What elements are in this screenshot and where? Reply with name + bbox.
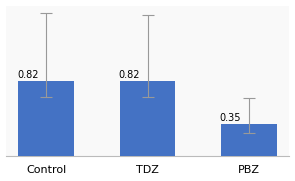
Text: 0.35: 0.35 <box>220 113 241 123</box>
Text: 0.82: 0.82 <box>17 70 39 80</box>
Text: 0.82: 0.82 <box>119 70 140 80</box>
Bar <box>19 81 74 156</box>
Bar <box>221 124 276 156</box>
Bar <box>120 81 175 156</box>
